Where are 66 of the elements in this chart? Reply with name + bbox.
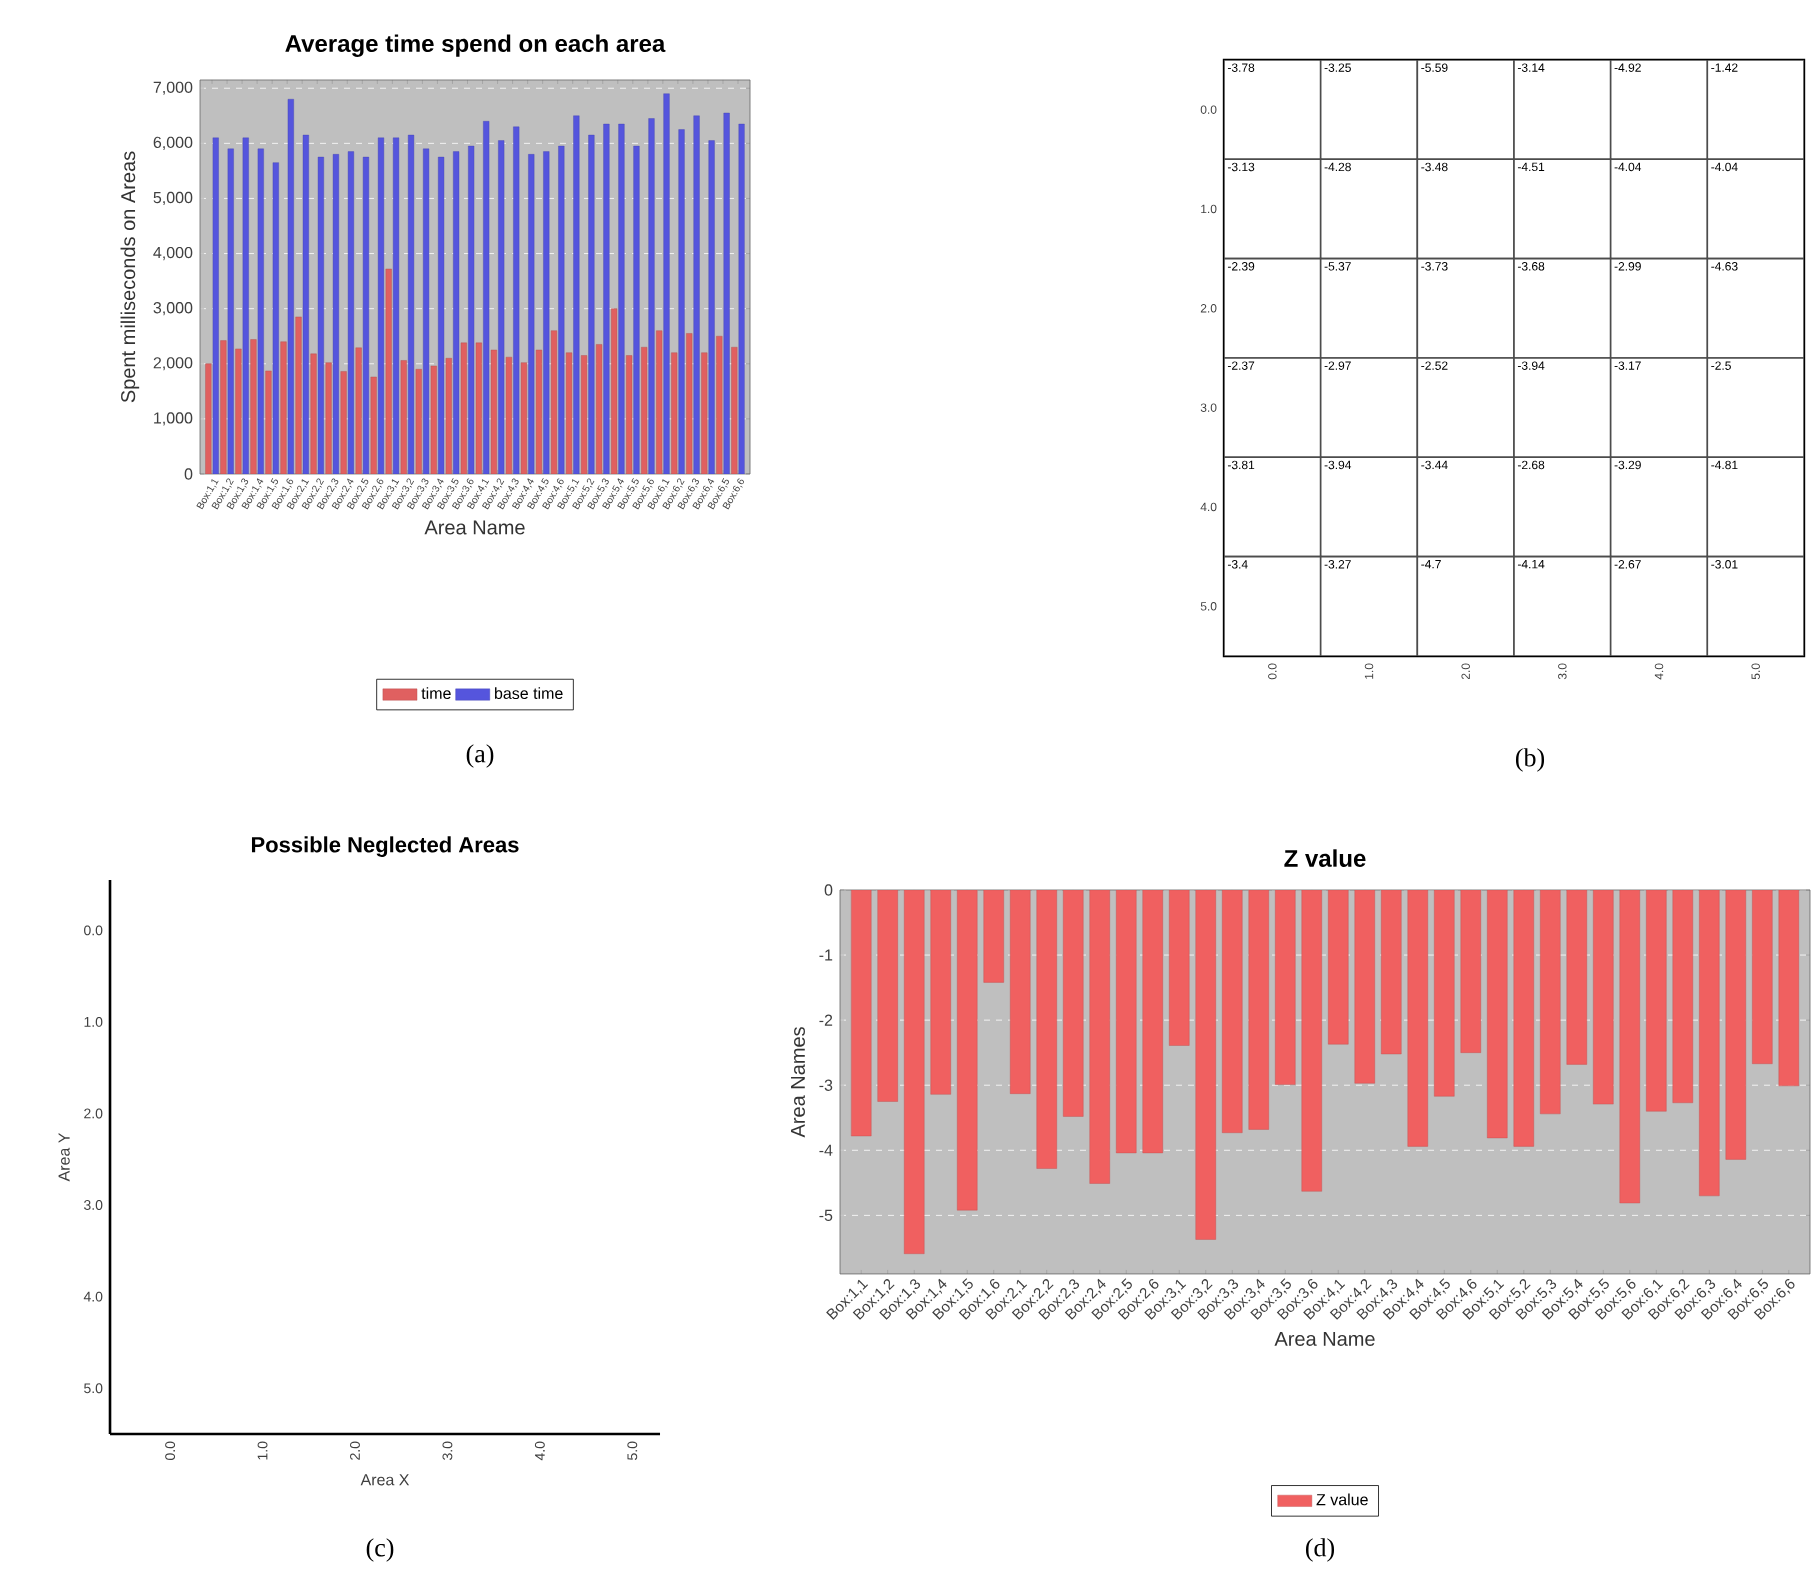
bar <box>310 353 317 474</box>
chart-title: Possible Neglected Areas <box>251 836 519 857</box>
bar <box>671 352 678 474</box>
bar <box>656 330 663 474</box>
chart-title: Z value <box>1284 849 1366 867</box>
bar <box>265 370 272 474</box>
bar <box>235 348 242 474</box>
bar <box>460 342 467 474</box>
bar <box>340 371 347 474</box>
y-tick-label: -1 <box>819 949 833 961</box>
y-tick-label: 7,000 <box>153 81 193 95</box>
text: (d) <box>1305 1538 1335 1562</box>
x-axis-title: Area Name <box>424 520 525 535</box>
bar <box>205 363 212 474</box>
y-tick-label: -2 <box>819 1014 833 1026</box>
bar <box>385 268 392 474</box>
bar <box>535 349 543 474</box>
x-axis-title: Area X <box>360 1474 410 1486</box>
y-tick-label: -5 <box>819 1209 833 1221</box>
bar <box>641 347 648 474</box>
y-tick-label: 1,000 <box>154 412 193 426</box>
text: (b) <box>1515 748 1545 772</box>
bar <box>280 341 287 474</box>
text: (c) <box>366 1538 394 1562</box>
y-tick-label: 0 <box>824 884 833 896</box>
bar <box>550 330 558 474</box>
y-axis-title: Area Y <box>58 1132 70 1182</box>
y-tick-label: 2,000 <box>153 357 193 371</box>
y-axis-title: Area Names <box>791 1027 805 1138</box>
bar <box>490 349 497 474</box>
bar <box>626 355 633 474</box>
bar <box>355 347 362 474</box>
y-axis-title: Spent milliseconds on Areas <box>120 151 140 403</box>
y-tick-label: 4,000 <box>153 246 193 261</box>
bar <box>295 316 302 474</box>
y-tick-label: 5,000 <box>153 191 193 206</box>
bar <box>686 333 693 474</box>
x-axis-title: Area Name <box>1274 1331 1375 1346</box>
bar <box>505 356 512 474</box>
y-tick-label: 3,000 <box>153 302 193 316</box>
y-tick-label: -3 <box>819 1079 833 1091</box>
y-tick-label: 6,000 <box>153 136 193 150</box>
bar <box>430 365 437 474</box>
bar <box>325 362 332 474</box>
bar <box>611 308 618 474</box>
bar <box>520 362 528 474</box>
chart-title: Average time spend on each area <box>285 34 666 57</box>
bar <box>250 339 257 474</box>
bar <box>415 369 422 474</box>
bar <box>596 344 603 474</box>
bar <box>400 360 407 474</box>
legend-label: Z value <box>1316 1493 1368 1506</box>
bar <box>580 355 588 474</box>
bar <box>701 352 708 474</box>
bar <box>475 342 482 474</box>
bar <box>565 352 573 474</box>
text: (a) <box>466 744 494 768</box>
legend-label: base time <box>495 687 563 700</box>
bar <box>445 358 452 474</box>
y-tick-label: -4 <box>819 1144 833 1156</box>
bar <box>731 347 738 474</box>
y-tick-label: 0 <box>184 468 193 480</box>
bar <box>716 336 723 474</box>
bar <box>220 340 227 474</box>
legend-label: time <box>421 687 451 700</box>
bar <box>370 376 377 474</box>
